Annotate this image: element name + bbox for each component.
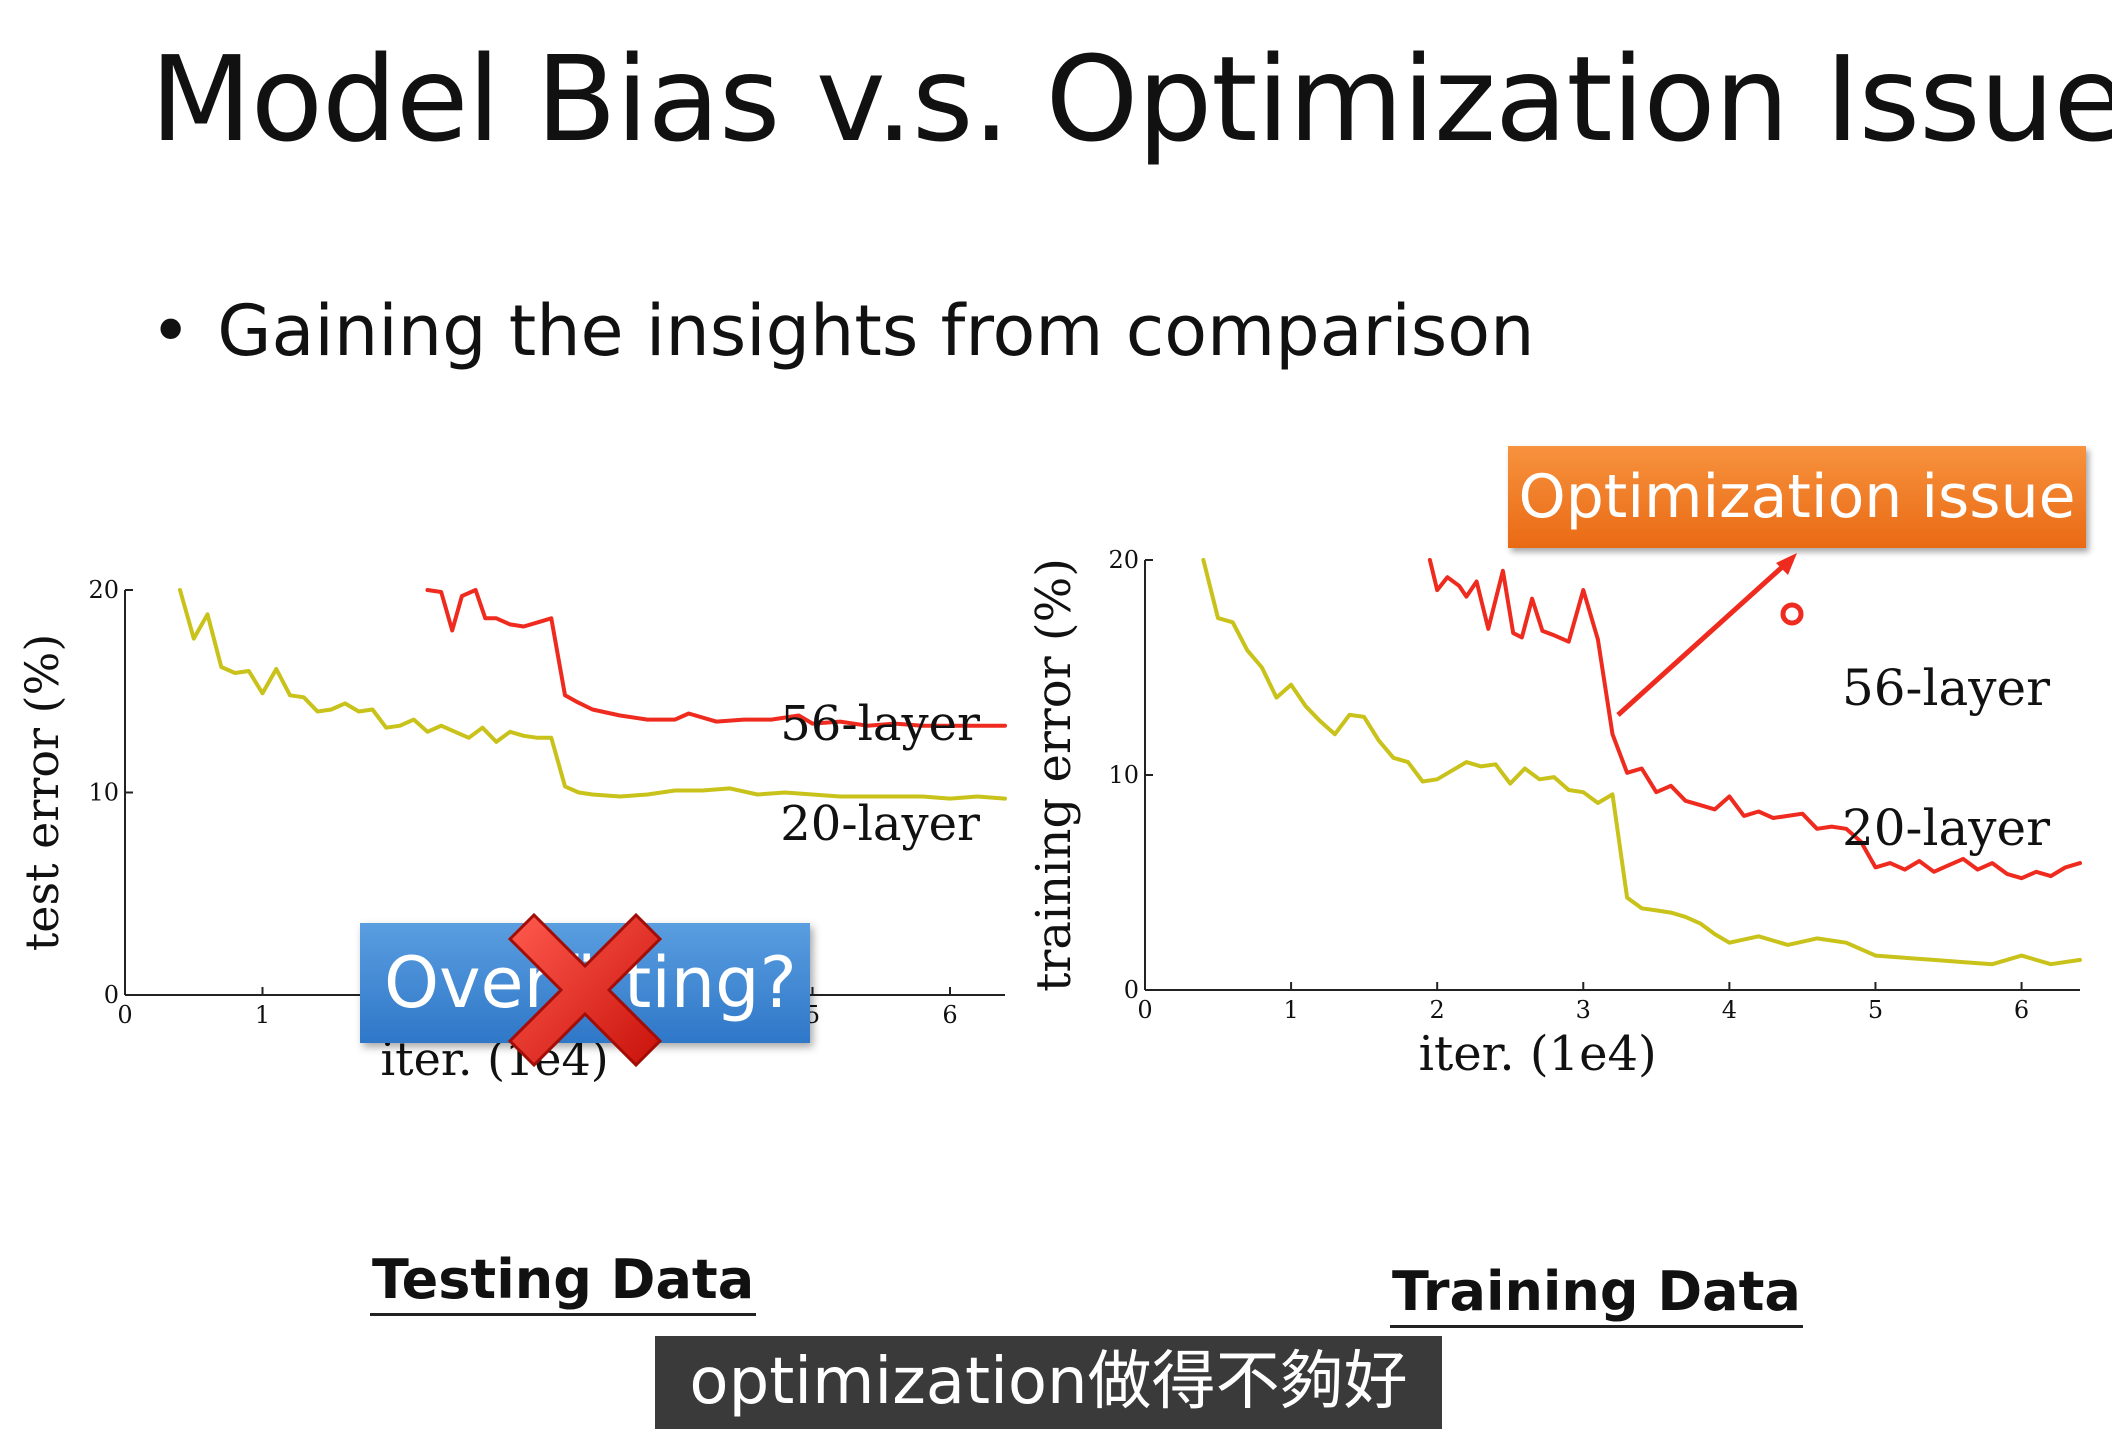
testing-data-caption: Testing Data (370, 1248, 757, 1316)
x-axis-label: iter. (1e4) (1419, 1026, 1657, 1082)
training-error-chart: 0 1 2 3 4 5 6 0 10 20 iter. (1e4) training error (%… (1030, 546, 2082, 1082)
series-label-56-layer: 56-layer (780, 696, 980, 752)
y-tick-label: 0 (1124, 976, 1139, 1004)
y-tick-label: 10 (1108, 761, 1139, 789)
y-tick-label: 20 (1108, 546, 1139, 574)
y-tick-label: 0 (104, 981, 119, 1009)
video-subtitle: optimization做得不夠好 (655, 1336, 1442, 1429)
series-label-20-layer: 20-layer (1842, 799, 2050, 857)
x-tick-label: 0 (1137, 996, 1152, 1024)
x-tick-label: 2 (1430, 996, 1445, 1024)
series-line-56-layer (1427, 558, 2082, 881)
x-tick-label: 1 (1283, 996, 1298, 1024)
slide-title: Model Bias v.s. Optimization Issue (150, 30, 2112, 168)
red-x-icon (507, 912, 663, 1068)
x-tick-label: 3 (1576, 996, 1591, 1024)
callout-arrow (1616, 558, 1792, 717)
series-label-56-layer: 56-layer (1842, 659, 2050, 717)
series-label-20-layer: 20-layer (780, 796, 980, 852)
callout-arrowhead-icon (1776, 553, 1797, 575)
optimization-issue-callout: Optimization issue (1508, 446, 2086, 548)
cursor-pointer-icon (1780, 602, 1804, 626)
x-tick-label: 6 (2014, 996, 2029, 1024)
bullet-point: • Gaining the insights from comparison (150, 290, 1534, 372)
training-data-caption: Training Data (1390, 1260, 1803, 1328)
series-line-20-layer (1201, 558, 2082, 967)
y-tick-label: 20 (88, 576, 119, 604)
x-tick-label: 0 (117, 1001, 132, 1029)
x-tick-label: 5 (1868, 996, 1883, 1024)
series-line-20-layer (178, 588, 1007, 801)
y-axis-label: test error (%) (20, 634, 69, 952)
bullet-text: Gaining the insights from comparison (217, 290, 1535, 372)
x-tick-label: 6 (942, 1001, 957, 1029)
x-tick-label: 1 (255, 1001, 270, 1029)
series-line-56-layer (425, 588, 1007, 728)
bullet-dot-icon: • (150, 290, 192, 372)
y-axis-label: training error (%) (1030, 558, 1082, 992)
y-tick-label: 10 (88, 779, 119, 807)
x-tick-label: 4 (1722, 996, 1737, 1024)
